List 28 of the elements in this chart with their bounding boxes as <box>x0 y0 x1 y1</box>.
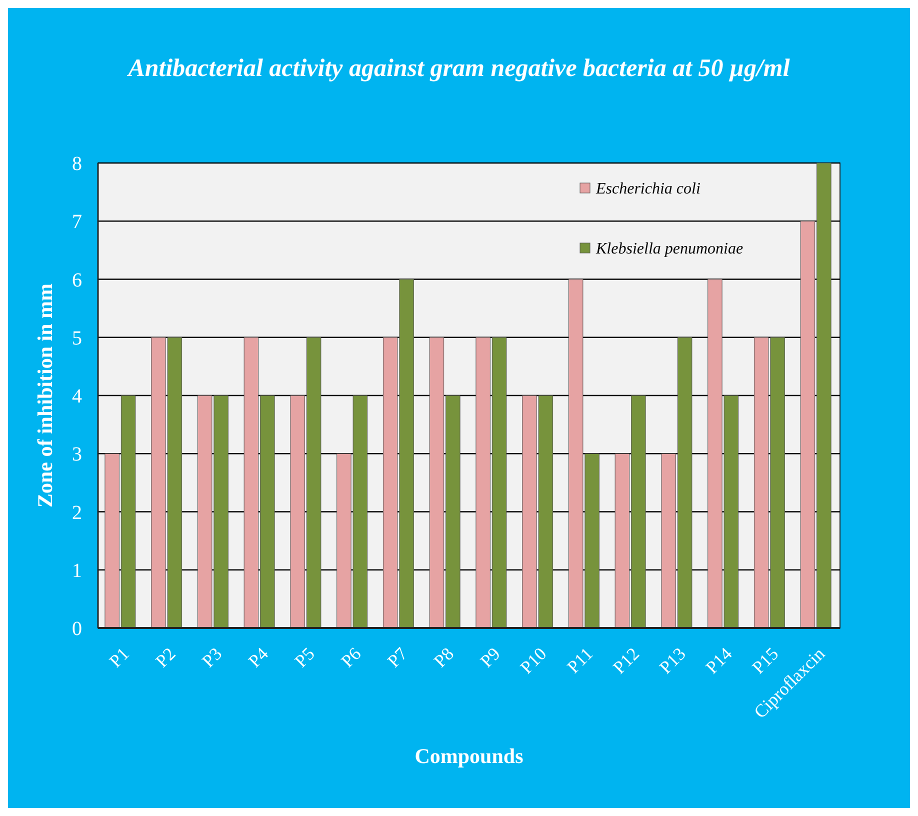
legend-label: Escherichia coli <box>595 180 700 198</box>
y-tick-label: 1 <box>72 560 82 582</box>
chart-title: Antibacterial activity against gram negative bacteria at 50 µg/ml <box>126 55 790 82</box>
x-tick-label: P11 <box>563 644 597 678</box>
x-tick-label: P10 <box>516 644 550 678</box>
x-tick-label: P1 <box>105 644 133 672</box>
y-tick-label: 7 <box>72 211 82 234</box>
y-tick-label: 5 <box>72 327 82 350</box>
y-tick-label: 2 <box>72 502 82 524</box>
y-tick-label: 0 <box>72 618 82 640</box>
y-tick-label: 8 <box>72 153 82 175</box>
x-tick-label: P6 <box>337 644 365 672</box>
x-tick-label: P7 <box>384 644 412 672</box>
x-tick-label: P8 <box>430 644 458 672</box>
legend-label: Klebsiella penumoniae <box>595 240 744 258</box>
x-tick-label: P12 <box>609 644 644 678</box>
y-tick-label: 6 <box>72 269 82 292</box>
x-axis-title: Compounds <box>414 744 524 768</box>
y-axis-title: Zone of inhibition in mm <box>33 282 57 508</box>
x-tick-label: P9 <box>476 644 504 672</box>
y-tick-label: 3 <box>72 444 82 466</box>
x-tick-label: P4 <box>244 644 272 672</box>
x-tick-label: P14 <box>702 644 736 678</box>
x-tick-label: P2 <box>152 644 180 672</box>
x-tick-label: P3 <box>198 644 226 672</box>
x-tick-label: P5 <box>290 644 318 672</box>
x-tick-label: P13 <box>655 644 690 678</box>
y-tick-label: 4 <box>72 386 82 408</box>
